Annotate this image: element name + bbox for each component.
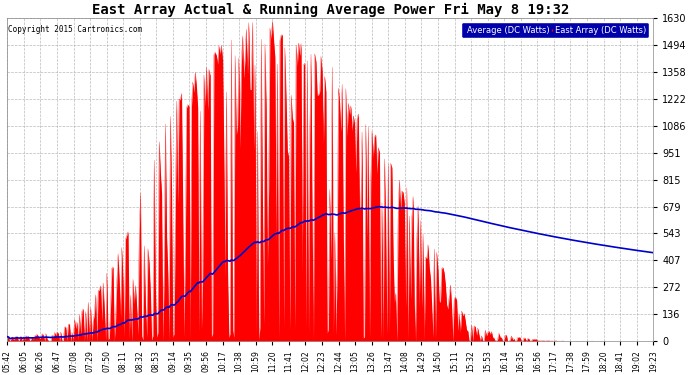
Title: East Array Actual & Running Average Power Fri May 8 19:32: East Array Actual & Running Average Powe… <box>92 3 569 17</box>
Text: Copyright 2015 Cartronics.com: Copyright 2015 Cartronics.com <box>8 25 142 34</box>
Legend: Average (DC Watts), East Array (DC Watts): Average (DC Watts), East Array (DC Watts… <box>461 22 649 38</box>
